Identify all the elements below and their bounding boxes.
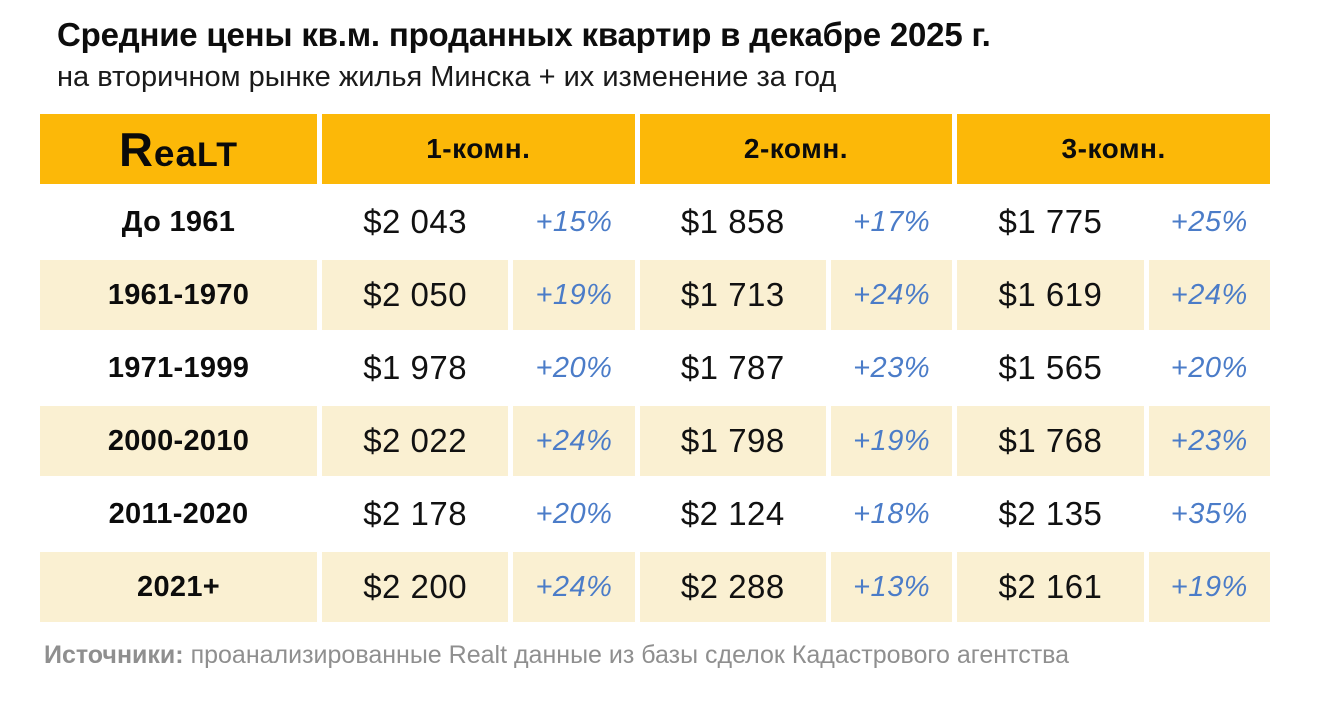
period-label: 2021+ <box>40 552 318 622</box>
price-2room: $1 798 <box>639 406 826 476</box>
price-3room: $1 768 <box>957 406 1144 476</box>
price-1room: $2 050 <box>322 260 509 330</box>
price-2room: $1 713 <box>639 260 826 330</box>
column-header-2room: 2-комн. <box>639 114 953 184</box>
source-text: проанализированные Realt данные из базы … <box>183 641 1070 669</box>
change-2room: +24% <box>830 260 953 330</box>
period-label: 2000-2010 <box>40 406 318 476</box>
table-row: 2011-2020 $2 178 +20% $2 124 +18% $2 135… <box>40 479 1270 549</box>
price-2room: $1 787 <box>639 333 826 403</box>
change-2room: +18% <box>830 479 953 549</box>
table-row: 1971-1999 $1 978 +20% $1 787 +23% $1 565… <box>40 333 1270 403</box>
source-label: Источники: <box>44 641 184 669</box>
source-note: Источники: проанализированные Realt данн… <box>44 641 1279 670</box>
price-2room: $2 288 <box>639 552 826 622</box>
change-1room: +24% <box>513 406 635 476</box>
period-label: 1971-1999 <box>40 333 318 403</box>
price-2room: $2 124 <box>639 479 826 549</box>
table-header: Rea lt 1-комн. 2-комн. 3-комн. <box>40 114 1270 184</box>
price-2room: $1 858 <box>639 187 826 257</box>
change-1room: +20% <box>513 479 635 549</box>
realt-logo-text: Rea lt <box>119 126 238 173</box>
page-subtitle: на вторичном рынке жилья Минска + их изм… <box>57 61 837 93</box>
change-3room: +35% <box>1148 479 1270 549</box>
table-row: 2000-2010 $2 022 +24% $1 798 +19% $1 768… <box>40 406 1270 476</box>
change-1room: +20% <box>513 333 635 403</box>
change-3room: +25% <box>1148 187 1270 257</box>
price-1room: $1 978 <box>322 333 509 403</box>
table-row: До 1961 $2 043 +15% $1 858 +17% $1 775 +… <box>40 187 1270 257</box>
price-3room: $1 619 <box>957 260 1144 330</box>
period-label: До 1961 <box>40 187 318 257</box>
price-1room: $2 178 <box>322 479 509 549</box>
price-1room: $2 200 <box>322 552 509 622</box>
logo-letter: R <box>118 122 154 176</box>
period-label: 2011-2020 <box>40 479 318 549</box>
change-1room: +15% <box>513 187 635 257</box>
change-3room: +20% <box>1148 333 1270 403</box>
change-2room: +17% <box>830 187 953 257</box>
table-row: 1961-1970 $2 050 +19% $1 713 +24% $1 619… <box>40 260 1270 330</box>
price-table: Rea lt 1-комн. 2-комн. 3-комн. До 1961 $2… <box>35 111 1275 625</box>
table-row: 2021+ $2 200 +24% $2 288 +13% $2 161 +19… <box>40 552 1270 622</box>
price-3room: $1 775 <box>957 187 1144 257</box>
change-3room: +24% <box>1148 260 1270 330</box>
price-3room: $2 161 <box>957 552 1144 622</box>
change-3room: +23% <box>1148 406 1270 476</box>
column-header-1room: 1-комн. <box>322 114 635 184</box>
price-3room: $2 135 <box>957 479 1144 549</box>
page-title: Средние цены кв.м. проданных квартир в д… <box>57 16 991 53</box>
change-2room: +23% <box>830 333 953 403</box>
change-2room: +13% <box>830 552 953 622</box>
price-1room: $2 043 <box>322 187 509 257</box>
change-1room: +19% <box>513 260 635 330</box>
period-label: 1961-1970 <box>40 260 318 330</box>
price-3room: $1 565 <box>957 333 1144 403</box>
logo-letters: lt <box>197 135 239 174</box>
column-header-3room: 3-комн. <box>957 114 1270 184</box>
change-2room: +19% <box>830 406 953 476</box>
realt-logo: Rea lt <box>40 114 318 184</box>
price-1room: $2 022 <box>322 406 509 476</box>
change-1room: +24% <box>513 552 635 622</box>
table-body: До 1961 $2 043 +15% $1 858 +17% $1 775 +… <box>40 187 1270 622</box>
infographic-page: Средние цены кв.м. проданных квартир в д… <box>35 16 1279 670</box>
change-3room: +19% <box>1148 552 1270 622</box>
logo-letters: ea <box>153 132 198 174</box>
